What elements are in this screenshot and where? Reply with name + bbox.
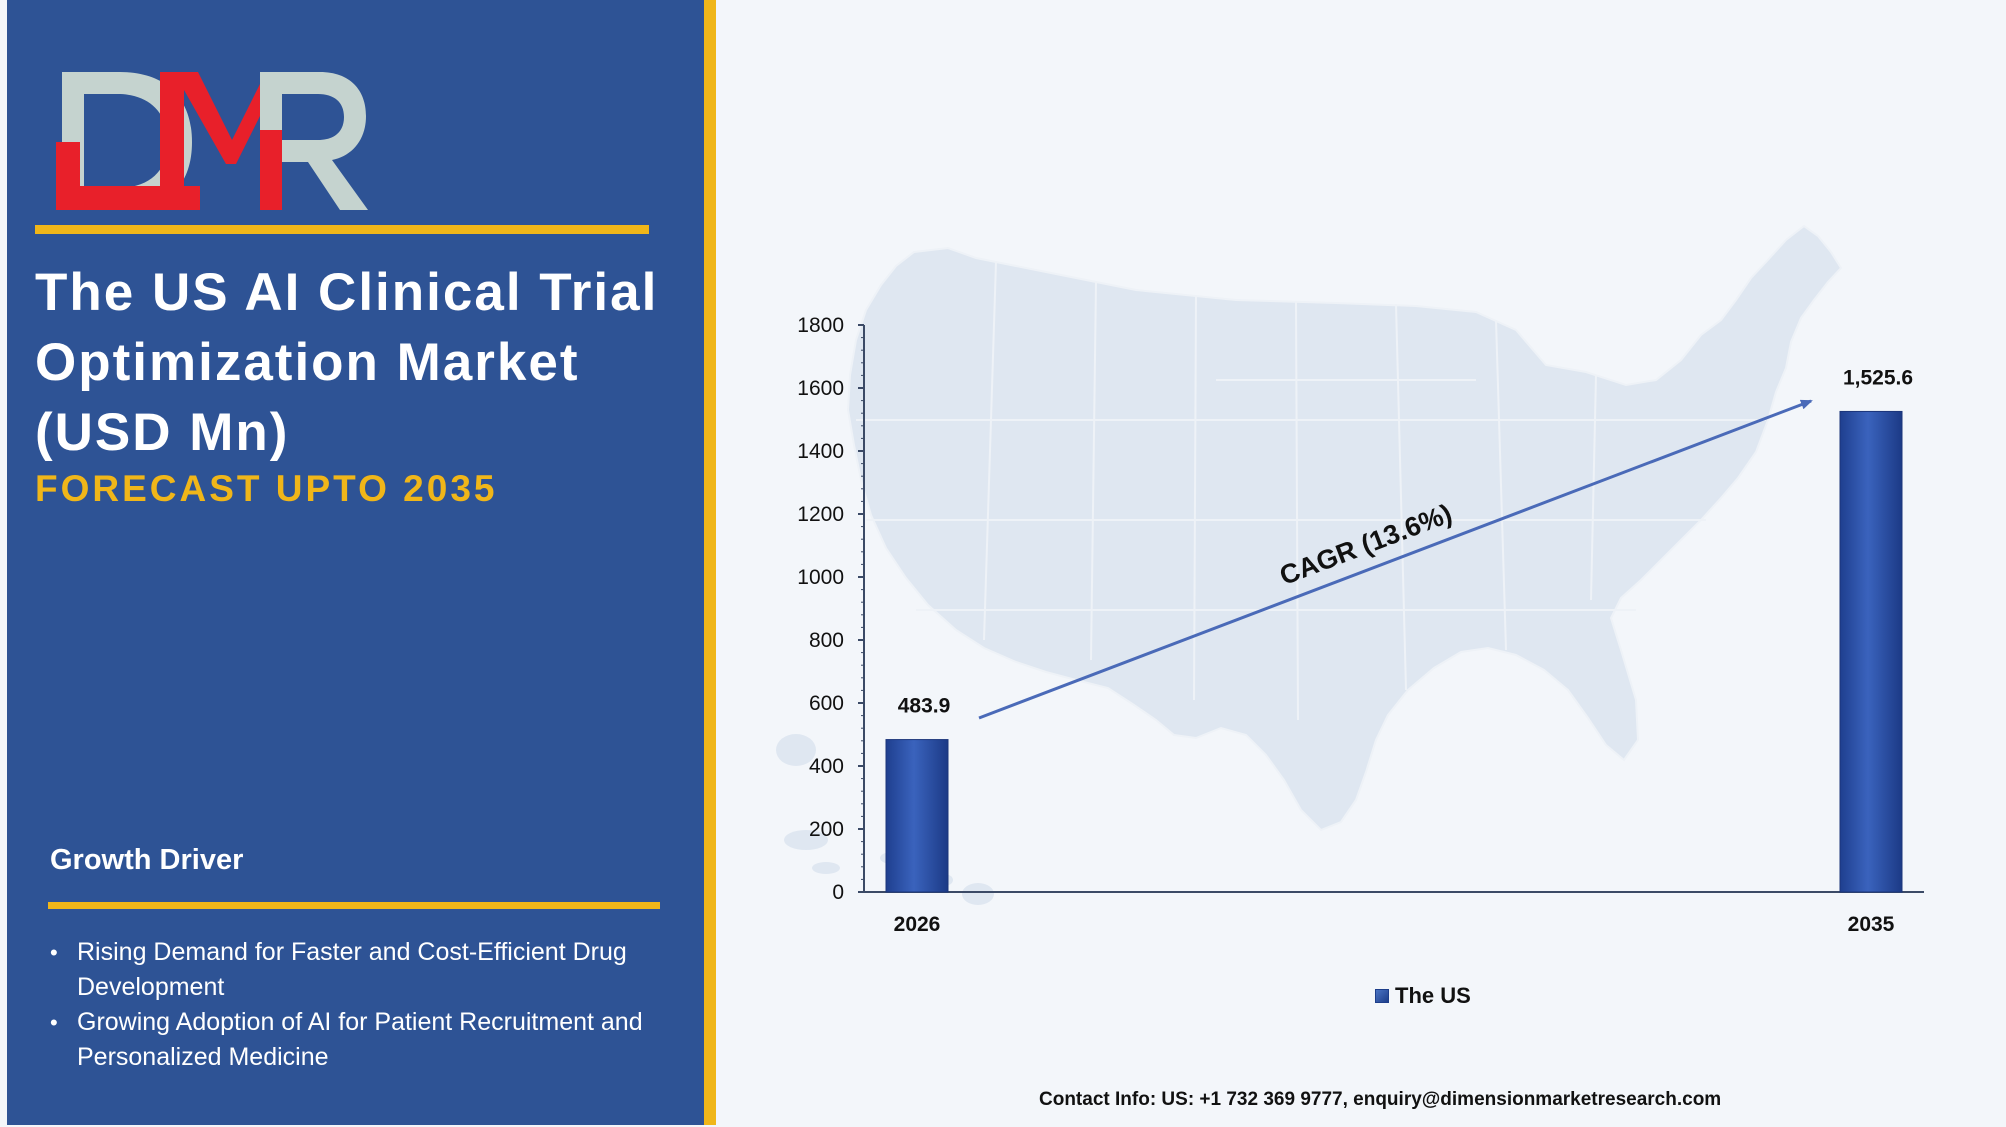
- logo-letter-d-gray: [62, 72, 192, 210]
- legend-label: The US: [1395, 983, 1471, 1008]
- y-tick-label: 1400: [797, 440, 844, 463]
- us-map-state-lines: [856, 261, 1766, 721]
- bar-2026: [885, 739, 949, 893]
- logo-letter-m-red: [56, 72, 282, 210]
- bars: 483.9 1,525.6: [885, 366, 1913, 893]
- us-map-background: [846, 224, 1843, 832]
- data-label-2035: 1,525.6: [1843, 366, 1913, 389]
- growth-driver-divider: [48, 902, 660, 909]
- y-axis: 0 200 400 600 800 1000 1200 1400 1600 1800: [797, 314, 865, 904]
- y-tick-label: 1600: [797, 377, 844, 400]
- dmr-logo: [56, 72, 368, 210]
- growth-driver-item: Rising Demand for Faster and Cost-Effici…: [50, 935, 670, 1005]
- forecast-subtitle: FORECAST UPTO 2035: [35, 468, 498, 509]
- y-tick-label: 400: [809, 755, 844, 778]
- chart-legend: The US: [1375, 983, 1471, 1009]
- y-tick-label: 0: [832, 881, 844, 904]
- growth-driver-heading: Growth Driver: [50, 844, 244, 876]
- page-title: The US AI Clinical Trial Optimization Ma…: [35, 263, 659, 462]
- y-tick-label: 200: [809, 818, 844, 841]
- accent-strip: [704, 0, 716, 1125]
- y-tick-label: 600: [809, 692, 844, 715]
- y-tick-label: 1000: [797, 566, 844, 589]
- y-tick-label: 1200: [797, 503, 844, 526]
- title-divider: [35, 225, 649, 234]
- y-tick-label: 1800: [797, 314, 844, 337]
- bar-2035: [1839, 410, 1903, 893]
- legend-swatch: [1375, 989, 1389, 1003]
- logo-letter-r-gray: [260, 72, 368, 210]
- data-label-2026: 483.9: [898, 695, 951, 718]
- growth-driver-list: Rising Demand for Faster and Cost-Effici…: [50, 935, 670, 1075]
- contact-info: Contact Info: US: +1 732 369 9777, enqui…: [1039, 1089, 1722, 1110]
- x-tick-label-2026: 2026: [894, 913, 941, 936]
- x-tick-label-2035: 2035: [1848, 913, 1895, 936]
- cagr-arrow: [978, 399, 1813, 720]
- y-tick-label: 800: [809, 629, 844, 652]
- x-axis: 2026 2035: [864, 891, 1924, 936]
- growth-driver-item: Growing Adoption of AI for Patient Recru…: [50, 1005, 670, 1075]
